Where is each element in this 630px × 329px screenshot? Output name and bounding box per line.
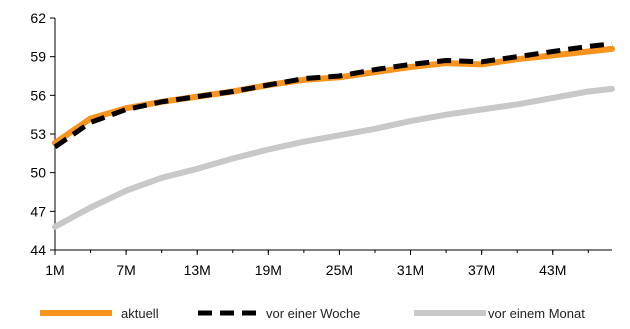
x-tick-label: 13M (184, 262, 211, 278)
x-tick-label: 1M (45, 262, 64, 278)
legend-label: aktuell (121, 306, 159, 321)
x-tick-label: 37M (468, 262, 495, 278)
series-lines (52, 41, 615, 230)
y-tick-label: 50 (30, 165, 46, 181)
y-tick-label: 47 (30, 203, 46, 219)
x-tick-label: 7M (116, 262, 135, 278)
x-tick-label: 43M (539, 262, 566, 278)
legend-label: vor einem Monat (488, 306, 585, 321)
series-line-vor-einem-monat (52, 85, 615, 230)
x-tick-label: 19M (255, 262, 282, 278)
series-line-aktuell (52, 45, 615, 146)
y-tick-label: 53 (30, 126, 46, 142)
y-tick-label: 62 (30, 10, 46, 26)
x-tick-label: 31M (397, 262, 424, 278)
series-line-vor-einer-woche (53, 41, 613, 149)
legend-label: vor einer Woche (266, 306, 360, 321)
y-tick-label: 59 (30, 49, 46, 65)
x-tick-label: 25M (326, 262, 353, 278)
legend: aktuell vor einer Woche vor einem Monat (40, 306, 585, 321)
axes: 44 47 50 53 56 59 62 1M 7M 13M 19M 25M 31M 37M 43M (30, 10, 612, 278)
y-tick-label: 44 (30, 242, 46, 258)
y-tick-label: 56 (30, 87, 46, 103)
